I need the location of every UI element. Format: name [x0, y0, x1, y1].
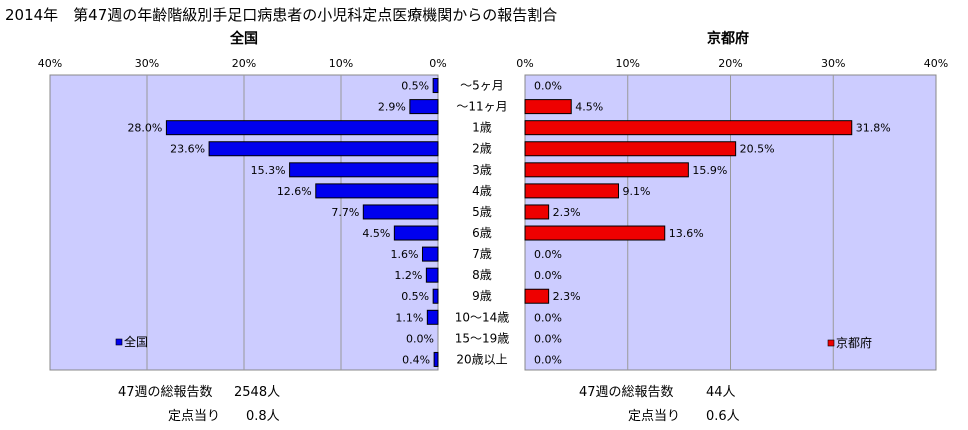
national-data-label: 28.0%: [127, 122, 162, 135]
national-data-label: 1.6%: [391, 248, 419, 261]
kyoto-data-label: 0.0%: [534, 332, 562, 345]
national-data-label: 1.2%: [394, 269, 422, 282]
category-label: 20歳以上: [456, 352, 507, 366]
kyoto-tick-label: 30%: [821, 57, 845, 70]
national-total-label: 47週の総報告数: [118, 385, 213, 400]
category-label: 7歳: [472, 247, 492, 261]
national-bar: [165, 120, 439, 136]
national-tick-label: 40%: [38, 57, 62, 70]
chart-title: 2014年 第47週の年齢階級別手足口病患者の小児科定点医療機関からの報告割合: [5, 6, 557, 24]
kyoto-data-label: 31.8%: [856, 122, 891, 135]
kyoto-tick-label: 10%: [616, 57, 640, 70]
kyoto-panel-title: 京都府: [707, 30, 749, 47]
kyoto-bar: [524, 183, 620, 199]
kyoto-tick-label: 40%: [924, 57, 948, 70]
national-bar: [432, 78, 439, 94]
kyoto-tick-label: 20%: [718, 57, 742, 70]
national-tick-label: 20%: [232, 57, 256, 70]
kyoto-per-label: 定点当り: [628, 409, 680, 424]
category-label: 10～14歳: [455, 310, 510, 324]
category-label: 3歳: [472, 163, 492, 177]
category-labels: ～5ヶ月 ～11ヶ月 1歳 2歳 3歳 4歳 5歳 6歳 7歳 8歳 9歳 10～14歳 15～19歳 2…: [455, 79, 510, 367]
kyoto-data-label: 4.5%: [575, 101, 603, 114]
national-data-label: 15.3%: [251, 164, 286, 177]
national-legend-label: 全国: [124, 334, 148, 349]
national-bar: [432, 288, 439, 304]
kyoto-tick-label: 0%: [516, 57, 533, 70]
national-bar: [315, 183, 439, 199]
national-bar: [425, 267, 439, 283]
kyoto-bar: [524, 99, 572, 115]
kyoto-total-value: 44人: [706, 385, 736, 400]
kyoto-legend-swatch: [827, 339, 835, 347]
category-label: ～11ヶ月: [456, 100, 507, 114]
national-footer: 47週の総報告数 2548人 定点当り 0.8人: [118, 385, 280, 424]
kyoto-data-label: 9.1%: [623, 185, 651, 198]
kyoto-data-label: 0.0%: [534, 269, 562, 282]
national-tick-label: 10%: [329, 57, 353, 70]
kyoto-bar: [524, 162, 689, 178]
national-data-label: 0.5%: [401, 80, 429, 93]
kyoto-data-label: 0.0%: [534, 248, 562, 261]
kyoto-per-value: 0.6人: [706, 409, 740, 424]
national-data-label: 23.6%: [170, 143, 205, 156]
kyoto-legend: 京都府: [827, 335, 872, 350]
kyoto-data-label: 0.0%: [534, 80, 562, 93]
kyoto-data-label: 2.3%: [553, 206, 581, 219]
category-label: 5歳: [472, 205, 492, 219]
national-legend-swatch: [115, 338, 123, 346]
kyoto-data-label: 0.0%: [534, 353, 562, 366]
national-data-label: 1.1%: [395, 311, 423, 324]
national-per-value: 0.8人: [246, 409, 280, 424]
kyoto-legend-label: 京都府: [836, 335, 872, 350]
national-data-label: 2.9%: [378, 101, 406, 114]
category-label: 2歳: [472, 142, 492, 156]
kyoto-footer: 47週の総報告数 44人 定点当り 0.6人: [579, 385, 740, 424]
category-label: 1歳: [472, 121, 492, 135]
national-panel-title: 全国: [229, 30, 258, 47]
national-data-label: 0.5%: [401, 290, 429, 303]
category-label: 6歳: [472, 226, 492, 240]
kyoto-bar: [524, 141, 737, 157]
national-tick-label: 0%: [429, 57, 446, 70]
category-label: 9歳: [472, 289, 492, 303]
data-labels: 0.5% 0.0% 2.9% 4.5% 28.0% 31.8% 23.6% 20.5% 15.3…: [127, 80, 890, 367]
national-legend: 全国: [115, 334, 148, 349]
category-label: 4歳: [472, 184, 492, 198]
kyoto-total-label: 47週の総報告数: [579, 385, 674, 400]
kyoto-bar: [524, 288, 550, 304]
national-bar: [409, 99, 439, 115]
axis-ticks: 0% 0% 10% 10% 20% 20% 30% 30% 40% 40%: [38, 57, 948, 70]
kyoto-bar: [524, 204, 550, 220]
kyoto-data-label: 20.5%: [740, 143, 775, 156]
kyoto-data-label: 2.3%: [553, 290, 581, 303]
national-bar: [289, 162, 439, 178]
kyoto-bar: [524, 120, 853, 136]
kyoto-data-label: 0.0%: [534, 311, 562, 324]
kyoto-bar: [524, 225, 666, 241]
national-data-label: 7.7%: [331, 206, 359, 219]
kyoto-data-label: 15.9%: [692, 164, 727, 177]
national-bar: [208, 141, 439, 157]
national-bar: [393, 225, 439, 241]
national-per-label: 定点当り: [168, 409, 220, 424]
national-total-value: 2548人: [234, 385, 280, 400]
category-label: 15～19歳: [455, 331, 510, 345]
national-bar: [426, 309, 439, 325]
national-data-label: 0.0%: [406, 332, 434, 345]
national-data-label: 4.5%: [362, 227, 390, 240]
national-data-label: 12.6%: [277, 185, 312, 198]
national-bar: [421, 246, 439, 262]
category-label: ～5ヶ月: [460, 79, 504, 93]
national-tick-label: 30%: [135, 57, 159, 70]
category-label: 8歳: [472, 268, 492, 282]
national-bar: [433, 351, 439, 367]
bars: [165, 78, 853, 367]
kyoto-data-label: 13.6%: [669, 227, 704, 240]
national-bar: [362, 204, 439, 220]
national-data-label: 0.4%: [402, 353, 430, 366]
